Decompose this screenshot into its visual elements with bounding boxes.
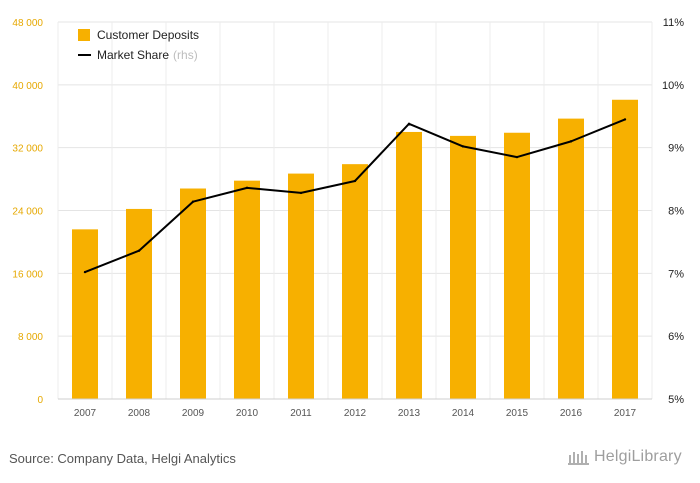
market-share-point xyxy=(191,200,195,203)
brand-logo: HelgiLibrary xyxy=(568,448,682,466)
y-right-tick-label: 7% xyxy=(668,268,684,280)
legend-market-share-note: (rhs) xyxy=(173,48,198,62)
market-share-point xyxy=(569,140,573,143)
source-note: Source: Company Data, Helgi Analytics xyxy=(9,451,236,466)
legend-label-market-share: Market Share (rhs) xyxy=(97,48,198,62)
x-tick-label: 2008 xyxy=(128,408,151,419)
bar-customer-deposits xyxy=(558,118,584,399)
bar-customer-deposits xyxy=(612,99,638,399)
x-tick-label: 2007 xyxy=(74,408,97,419)
library-icon xyxy=(568,451,589,465)
market-share-point xyxy=(623,118,627,121)
y-right-tick-label: 9% xyxy=(668,143,684,155)
legend: Customer Deposits Market Share (rhs) xyxy=(78,28,199,62)
market-share-line-layer xyxy=(83,118,627,274)
x-tick-label: 2013 xyxy=(398,408,421,419)
legend-market-share-name: Market Share xyxy=(97,48,169,62)
x-tick-label: 2010 xyxy=(236,408,259,419)
market-share-point xyxy=(83,270,87,274)
bar-customer-deposits xyxy=(288,173,314,399)
bar-customer-deposits xyxy=(396,131,422,400)
market-share-point xyxy=(137,249,141,252)
x-tick-label: 2015 xyxy=(506,408,529,419)
bar-customer-deposits xyxy=(450,135,476,399)
y-right-tick-label: 11% xyxy=(663,17,684,29)
bar-customer-deposits xyxy=(504,132,530,399)
chart: 0 8 000 16 000 24 000 32 000 40 000 48 000 5% 6%… xyxy=(12,17,684,419)
market-share-point xyxy=(407,122,411,125)
market-share-point xyxy=(245,186,249,190)
market-share-point xyxy=(353,179,357,183)
y-left-tick-label: 48 000 xyxy=(12,18,43,29)
bar-customer-deposits xyxy=(72,229,98,399)
y-left-tick-label: 40 000 xyxy=(12,81,43,92)
bar-customer-deposits xyxy=(342,164,368,399)
y-left-tick-label: 0 xyxy=(37,395,43,406)
x-tick-label: 2016 xyxy=(560,408,583,419)
x-tick-label: 2014 xyxy=(452,408,475,419)
y-left-tick-label: 32 000 xyxy=(12,144,43,155)
x-tick-label: 2012 xyxy=(344,408,367,419)
y-right-tick-label: 6% xyxy=(668,331,684,343)
legend-swatch-customer-deposits xyxy=(78,29,90,41)
y-left-tick-label: 16 000 xyxy=(12,269,43,280)
y-left-tick-label: 8 000 xyxy=(18,332,43,343)
y-right-tick-label: 8% xyxy=(668,206,684,218)
bar-customer-deposits xyxy=(234,180,260,399)
x-tick-label: 2017 xyxy=(614,408,637,419)
x-tick-label: 2011 xyxy=(290,408,312,419)
y-left-tick-label: 24 000 xyxy=(12,207,43,218)
y-right-tick-label: 10% xyxy=(662,80,684,92)
legend-label-customer-deposits: Customer Deposits xyxy=(97,28,199,42)
axes: 0 8 000 16 000 24 000 32 000 40 000 48 000 5% 6%… xyxy=(12,17,684,419)
bar-customer-deposits xyxy=(180,188,206,399)
x-tick-label: 2009 xyxy=(182,408,205,419)
market-share-point xyxy=(461,145,465,148)
market-share-point xyxy=(299,191,303,195)
brand-name: HelgiLibrary xyxy=(594,448,682,465)
bars xyxy=(72,99,638,400)
bar-customer-deposits xyxy=(126,208,152,399)
y-right-tick-label: 5% xyxy=(668,394,684,406)
grid xyxy=(57,21,653,399)
market-share-point xyxy=(515,155,519,159)
